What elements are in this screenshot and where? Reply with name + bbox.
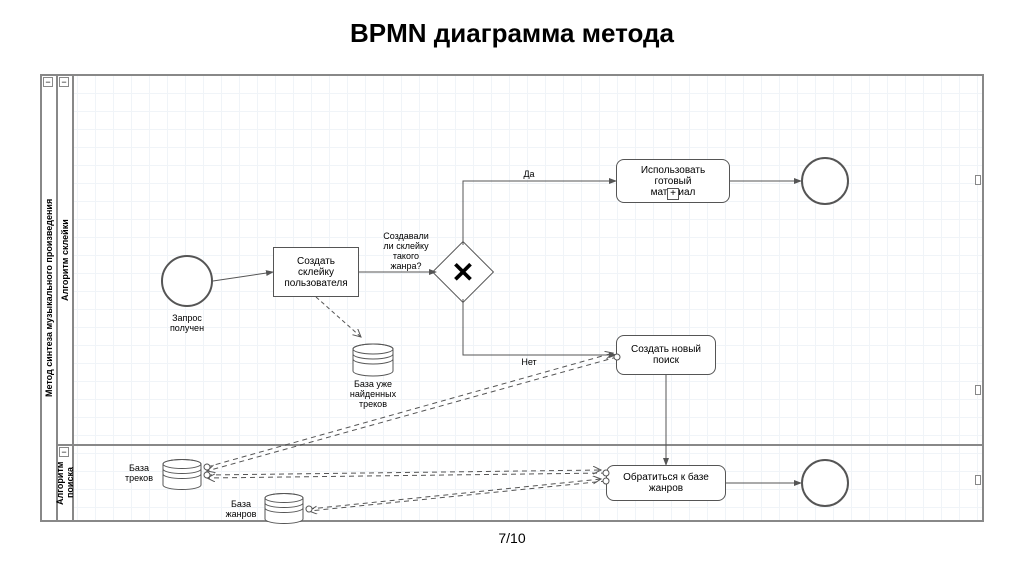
subprocess-use-ready: Использовать готовыйматериал + [616, 159, 730, 203]
datastore-genres-label: Базажанров [221, 499, 261, 519]
datastore-found-icon [351, 343, 395, 377]
task-label: Обратиться к базежанров [623, 472, 709, 494]
end-event-2 [801, 459, 849, 507]
lane-1-body [73, 75, 983, 445]
collapse-icon[interactable]: − [59, 77, 69, 87]
start-event-label: Запросполучен [155, 313, 219, 333]
task-genre-db: Обратиться к базежанров [606, 465, 726, 501]
end-event-1 [801, 157, 849, 205]
start-event [161, 255, 213, 307]
task-label: Создать новыйпоиск [631, 344, 701, 366]
ruler-marker [975, 175, 981, 185]
edge-yes-label: Да [517, 169, 541, 179]
datastore-tracks-icon [161, 459, 203, 491]
subprocess-marker-icon: + [667, 188, 679, 200]
datastore-tracks-label: Базатреков [119, 463, 159, 483]
gateway-label: Создавалили склейкутакогожанра? [377, 231, 435, 271]
page-title: BPMN диаграмма метода [0, 0, 1024, 63]
task-new-search: Создать новыйпоиск [616, 335, 716, 375]
ruler-marker [975, 475, 981, 485]
collapse-icon[interactable]: − [43, 77, 53, 87]
task-create-glue: Создатьсклейкупользователя [273, 247, 359, 297]
ruler-marker [975, 385, 981, 395]
task-label: Создатьсклейкупользователя [284, 256, 347, 289]
lane-1-label: Алгоритм склейки [57, 75, 73, 445]
datastore-genres-icon [263, 493, 305, 525]
page-number: 7/10 [0, 530, 1024, 546]
edge-no-label: Нет [517, 357, 541, 367]
collapse-icon[interactable]: − [59, 447, 69, 457]
datastore-found-label: База уженайденныхтреков [341, 379, 405, 409]
bpmn-diagram: Метод синтеза музыкального произведения … [40, 74, 984, 522]
